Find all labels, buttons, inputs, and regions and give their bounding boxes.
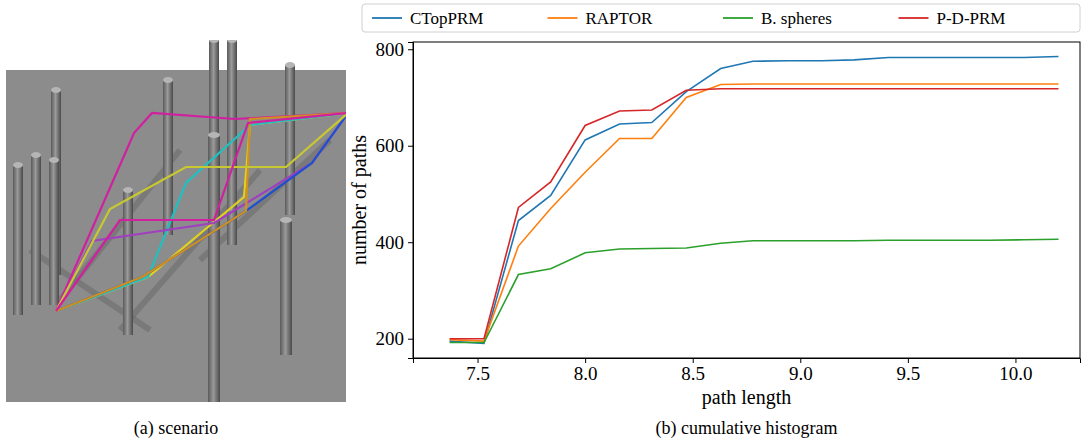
x-axis: 7.5 8.0 8.5 9.0 9.5 10.0 — [414, 358, 1081, 384]
route — [56, 113, 346, 311]
pillar-top — [31, 152, 41, 158]
legend-swatch — [723, 17, 753, 19]
legend-box — [362, 4, 1080, 32]
x-tick-label: 10.0 — [999, 363, 1032, 384]
y-axis-title: number of paths — [348, 135, 371, 265]
legend-label: CTopPRM — [410, 9, 483, 28]
shadow — [120, 170, 260, 330]
series-line — [450, 84, 1059, 341]
y-tick-mark — [408, 242, 413, 243]
x-tick-mark — [1015, 358, 1016, 363]
x-tick: 9.5 — [896, 358, 920, 384]
route — [56, 113, 346, 311]
y-tick-label: 800 — [376, 39, 405, 60]
pillar — [163, 80, 173, 235]
route — [56, 113, 346, 311]
x-tick: 7.5 — [466, 358, 490, 384]
y-tick-label: 400 — [376, 232, 405, 253]
x-tick-mark — [908, 358, 909, 363]
pillar-top — [227, 40, 237, 43]
x-axis-line — [414, 359, 1081, 364]
pillar — [13, 165, 23, 315]
route — [56, 113, 346, 311]
y-tick: 600 — [376, 135, 414, 156]
route — [56, 113, 346, 311]
pillar — [285, 65, 295, 215]
pillar-top — [163, 77, 173, 83]
x-tick-mark — [693, 358, 694, 363]
x-tick-mark — [585, 358, 586, 363]
x-axis-title: path length — [702, 386, 791, 409]
x-tick-label: 7.5 — [466, 363, 490, 384]
x-tick-label: 8.5 — [681, 363, 705, 384]
y-tick-mark — [408, 146, 413, 147]
pillar — [208, 135, 220, 402]
pillar-top — [280, 217, 292, 223]
x-tick: 10.0 — [999, 358, 1032, 384]
y-axis: 200 400 600 800 — [376, 39, 414, 359]
pillar-top — [13, 162, 23, 168]
legend-label: B. spheres — [761, 9, 832, 28]
route — [56, 113, 346, 311]
plot-frame — [413, 42, 1080, 358]
legend-swatch — [899, 17, 929, 19]
pillar — [123, 190, 133, 335]
y-axis-line — [408, 43, 414, 359]
route — [56, 113, 346, 311]
pillar-top — [51, 87, 61, 93]
scenario-illustration — [6, 37, 357, 445]
pillar-top — [209, 40, 219, 43]
x-tick: 9.0 — [789, 358, 813, 384]
y-tick-label: 600 — [376, 135, 405, 156]
figure: (a) scenario 7.5 8.0 8.5 9.0 9.5 10.0 200 400 600… — [0, 0, 1092, 445]
pillar-top — [285, 62, 295, 68]
pillar-top — [49, 157, 59, 163]
x-tick: 8.0 — [574, 358, 598, 384]
pillar — [31, 155, 41, 305]
x-tick: 8.5 — [681, 358, 705, 384]
y-tick-label: 200 — [376, 328, 405, 349]
series-line — [450, 56, 1059, 343]
y-tick: 400 — [376, 232, 414, 253]
y-tick: 200 — [376, 328, 414, 349]
legend-swatch — [548, 17, 578, 19]
legend-label: P-D-PRM — [937, 9, 1006, 28]
panel-caption: (b) cumulative histogram — [656, 418, 838, 439]
pillar — [49, 160, 59, 305]
x-tick-mark — [478, 358, 479, 363]
legend-swatch — [372, 17, 402, 19]
y-tick-mark — [408, 49, 413, 50]
series-line — [450, 239, 1059, 342]
pillar — [280, 220, 292, 355]
pillar-top — [208, 132, 220, 138]
y-tick: 800 — [376, 39, 414, 60]
x-tick-label: 9.5 — [896, 363, 920, 384]
y-tick-mark — [408, 339, 413, 340]
x-tick-label: 9.0 — [789, 363, 813, 384]
legend: CTopPRM RAPTOR B. spheres P-D-PRM — [362, 4, 1080, 32]
pillar-top — [123, 187, 133, 193]
panel-caption: (a) scenario — [134, 418, 218, 439]
series-line — [450, 89, 1059, 339]
route — [56, 113, 346, 311]
x-tick-label: 8.0 — [574, 363, 598, 384]
x-tick-mark — [800, 358, 801, 363]
plot-lines — [450, 56, 1059, 343]
legend-label: RAPTOR — [586, 9, 653, 28]
